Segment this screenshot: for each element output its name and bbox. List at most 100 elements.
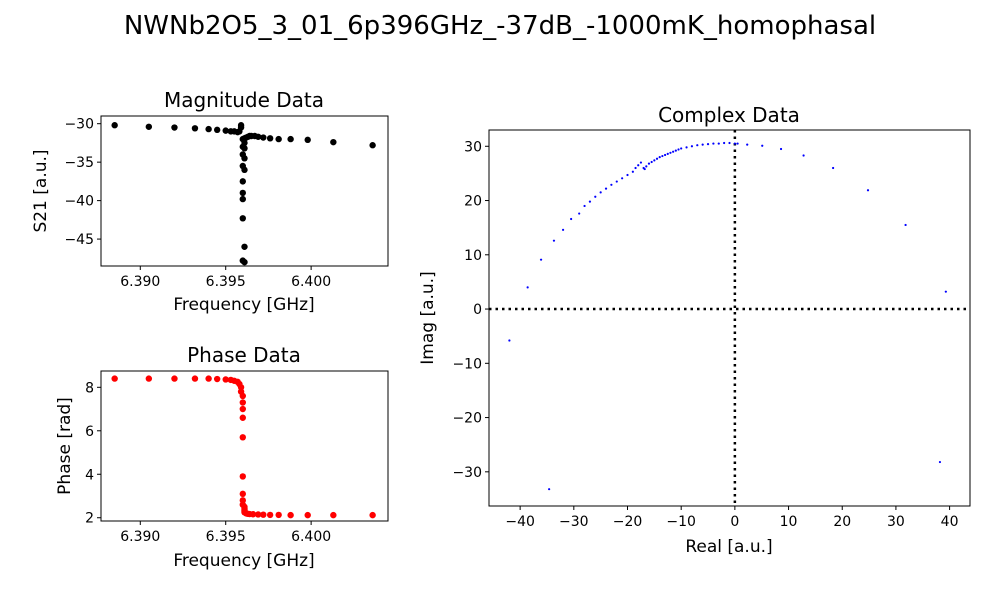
complex-data-point [944, 290, 947, 293]
complex-data-point [904, 223, 907, 227]
magnitude-data-point [275, 135, 282, 143]
complex-data-point [832, 166, 835, 170]
complex-data-point [701, 143, 704, 146]
complex-data-point [696, 144, 699, 147]
magnitude-data-point [330, 138, 337, 146]
phase-data-point [205, 375, 212, 382]
magnitude-x-tick-label: 6.400 [291, 274, 331, 290]
complex-y-tick-label: −30 [452, 465, 482, 481]
complex-data-point [645, 165, 648, 168]
complex-data-point [672, 150, 675, 153]
magnitude-data-point [241, 258, 248, 266]
magnitude-data-point [241, 243, 248, 250]
complex-data-point [761, 144, 764, 147]
magnitude-data-point [241, 166, 248, 174]
magnitude-y-tick-label: −30 [64, 117, 94, 133]
complex-data-point [599, 191, 602, 194]
complex-data-point [658, 156, 661, 159]
complex-data-point [561, 228, 565, 231]
magnitude-y-tick-label: −40 [64, 194, 94, 210]
complex-data-point [647, 162, 651, 165]
magnitude-y-tick-label: −45 [64, 232, 94, 248]
phase-x-tick-label: 6.390 [120, 529, 160, 545]
magnitude-data-point [239, 215, 246, 222]
complex-data-point [552, 239, 556, 242]
magnitude-axes-frame [100, 115, 389, 267]
magnitude-xlabel: Frequency [GHz] [173, 295, 314, 315]
complex-plot: Complex Data Real [a.u.] Imag [a.u.] −40… [418, 103, 971, 557]
complex-y-tick-label: 30 [464, 139, 482, 155]
complex-data-point [802, 154, 805, 157]
complex-data-point [866, 189, 870, 192]
magnitude-markers [111, 122, 376, 266]
magnitude-data-point [171, 124, 178, 131]
figure-title: NWNb2O5_3_01_6p396GHz_-37dB_-1000mK_homo… [124, 11, 876, 41]
complex-data-point [621, 177, 624, 180]
magnitude-data-point [304, 136, 311, 144]
phase-y-tick-label: 6 [85, 424, 94, 440]
magnitude-data-point [239, 178, 246, 185]
complex-reference-lines [489, 130, 970, 506]
complex-data-point [604, 187, 608, 190]
complex-markers [508, 141, 947, 491]
phase-data-point [111, 375, 118, 382]
phase-y-tick-label: 8 [85, 380, 94, 396]
magnitude-data-point [241, 139, 248, 147]
complex-data-point [653, 159, 656, 162]
complex-x-tick-label: −10 [666, 514, 696, 530]
complex-data-point [626, 173, 629, 177]
magnitude-x-tick-label: 6.390 [120, 274, 160, 290]
complex-data-point [610, 183, 613, 186]
complex-x-tick-label: −20 [613, 514, 643, 530]
phase-data-point [239, 414, 246, 421]
complex-data-point [637, 164, 640, 167]
complex-data-point [548, 488, 551, 491]
complex-y-tick-label: −20 [452, 411, 482, 427]
complex-ticks: −40 −30 −20 −10 0 10 20 30 40 −30 −20 −10 0 10 20 30 [452, 139, 958, 530]
phase-data-point [171, 375, 178, 382]
complex-data-point [717, 142, 720, 145]
phase-axes-frame [100, 370, 389, 522]
complex-x-tick-label: −30 [559, 514, 589, 530]
magnitude-data-point [111, 122, 118, 129]
phase-x-tick-label: 6.400 [291, 529, 331, 545]
magnitude-data-point [260, 134, 267, 141]
magnitude-data-point [369, 142, 376, 149]
complex-data-point [639, 161, 643, 164]
magnitude-data-point [191, 125, 199, 132]
phase-data-point [191, 375, 199, 382]
phase-data-point [330, 511, 337, 519]
magnitude-plot: Magnitude Data Frequency [GHz] S21 [a.u.… [31, 88, 389, 315]
complex-data-point [650, 160, 653, 164]
complex-axes-frame [488, 129, 971, 507]
complex-data-point [733, 142, 736, 145]
complex-y-tick-label: 20 [464, 194, 482, 210]
phase-data-point [304, 511, 311, 519]
magnitude-title: Magnitude Data [164, 88, 324, 112]
complex-data-point [728, 141, 731, 145]
complex-data-point [583, 204, 586, 208]
complex-data-point [588, 200, 592, 203]
phase-data-point [254, 511, 262, 518]
phase-data-point [287, 511, 294, 519]
complex-ylabel: Imag [a.u.] [418, 271, 438, 364]
complex-data-point [723, 141, 726, 145]
phase-data-point [275, 511, 282, 519]
magnitude-data-point [239, 189, 246, 197]
magnitude-data-point [266, 135, 274, 142]
magnitude-data-point [205, 125, 212, 133]
complex-data-point [706, 143, 710, 146]
phase-data-point [239, 473, 246, 480]
phase-data-point [260, 511, 267, 518]
complex-x-tick-label: 10 [780, 514, 798, 530]
complex-y-tick-label: 0 [473, 302, 482, 318]
complex-data-point [570, 217, 573, 221]
complex-data-point [578, 212, 581, 215]
complex-data-point [508, 339, 511, 342]
complex-x-tick-label: −40 [505, 514, 535, 530]
phase-y-tick-label: 2 [85, 511, 94, 527]
phase-data-point [145, 375, 153, 382]
magnitude-data-point [239, 195, 246, 203]
complex-data-point [779, 147, 783, 151]
complex-data-point [666, 152, 669, 155]
